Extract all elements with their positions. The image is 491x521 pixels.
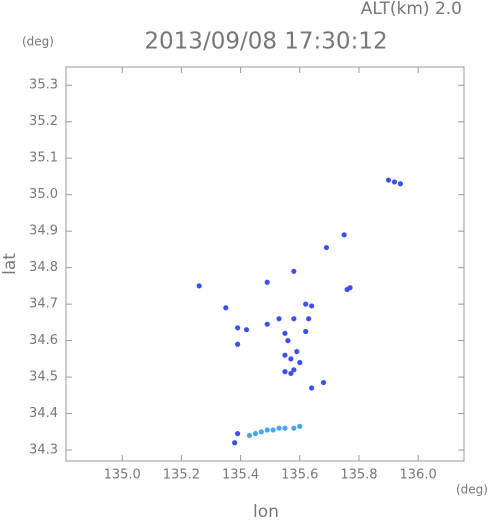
y-tick-label: 35.3 (29, 78, 58, 93)
x-unit: (deg) (456, 483, 488, 497)
echo-point (291, 268, 297, 274)
echo-point (306, 316, 312, 322)
echo-point (297, 359, 303, 366)
echo-point (303, 301, 309, 307)
y-tick-label: 34.9 (29, 224, 58, 239)
echo-point (291, 316, 297, 322)
echo-point (264, 321, 270, 327)
echo-point (385, 177, 392, 183)
echo-point (232, 440, 238, 446)
echo-point (297, 423, 303, 429)
echo-point (288, 370, 294, 377)
echo-point (235, 341, 241, 347)
y-tick-label: 35.0 (29, 187, 58, 202)
x-axis-label: lon (253, 502, 279, 521)
echo-point (276, 316, 282, 322)
echo-point (282, 352, 288, 358)
x-tick-label: 135.0 (104, 468, 141, 483)
x-tick-label: 135.2 (163, 468, 200, 483)
altitude-label: ALT(km) 2.0 (361, 0, 462, 19)
echo-point (252, 431, 258, 437)
y-tick-label: 34.7 (29, 297, 58, 312)
y-tick-label: 35.1 (29, 151, 58, 166)
echo-point (264, 279, 270, 285)
echo-point (196, 283, 202, 289)
echo-point (291, 425, 297, 431)
x-tick-label: 135.6 (281, 468, 318, 483)
echo-point (246, 432, 253, 439)
echo-point (282, 425, 288, 431)
echo-point (291, 367, 297, 373)
y-unit: (deg) (22, 35, 54, 49)
y-tick-label: 34.8 (29, 260, 58, 275)
echo-point (309, 385, 315, 391)
y-tick-label: 34.3 (29, 443, 58, 458)
echo-point (285, 338, 291, 344)
y-axis-label: lat (0, 253, 20, 275)
echo-point (323, 244, 330, 251)
y-tick-label: 34.5 (29, 370, 58, 385)
echo-point (223, 305, 229, 311)
x-tick-label: 135.4 (222, 468, 259, 483)
echo-point (264, 427, 270, 433)
echo-point (391, 179, 398, 185)
echo-point (276, 425, 282, 431)
echo-point (294, 348, 300, 355)
echo-point (397, 181, 403, 187)
echo-point (235, 431, 241, 437)
y-tick-label: 34.4 (29, 406, 58, 421)
echo-point (303, 328, 309, 335)
x-tick-label: 136.0 (400, 468, 437, 483)
echo-point (258, 429, 264, 435)
echo-point (243, 327, 250, 333)
echo-point (235, 325, 241, 331)
x-tick-label: 135.8 (340, 468, 377, 483)
y-tick-label: 34.6 (29, 333, 58, 348)
echo-point (270, 427, 276, 433)
echo-point (320, 379, 327, 386)
echo-point (282, 369, 288, 375)
echo-point (288, 356, 294, 362)
chart-title: 2013/09/08 17:30:12 (144, 29, 387, 55)
echo-point (309, 303, 315, 309)
echo-point (282, 330, 288, 336)
echo-point (341, 232, 347, 238)
y-tick-label: 35.2 (29, 114, 58, 129)
plot-frame (65, 66, 465, 462)
echo-point (347, 285, 353, 291)
